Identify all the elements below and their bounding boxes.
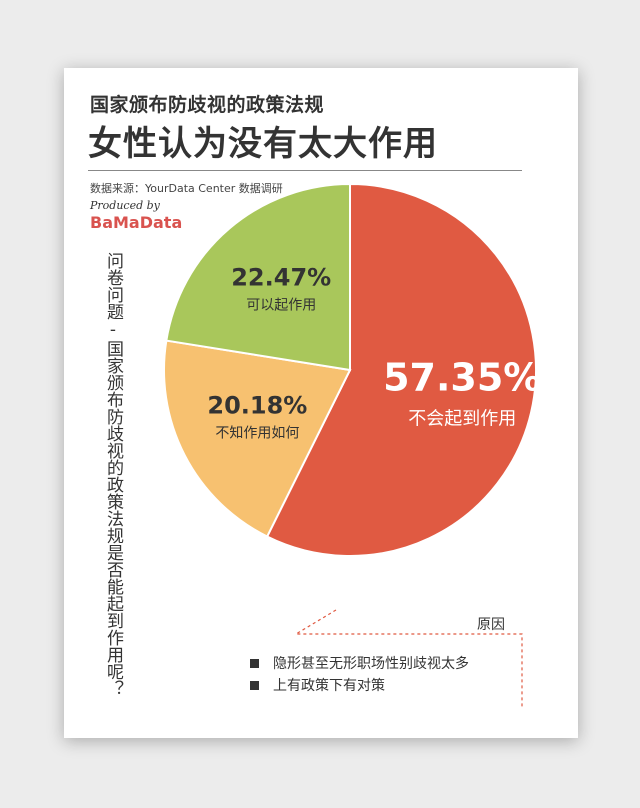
slice-category-label: 可以起作用 bbox=[246, 297, 316, 313]
reason-item: 上有政策下有对策 bbox=[250, 674, 469, 696]
pie-chart: 57.35% 不会起到作用 20.18% 不知作用如何 22.47% 可以起作用 bbox=[163, 182, 541, 708]
brand-logo: BaMaData bbox=[90, 213, 183, 232]
infographic-card: 国家颁布防歧视的政策法规 女性认为没有太大作用 数据来源：YourData Ce… bbox=[64, 68, 578, 738]
question-vertical: 问卷问题-国家颁布防歧视的政策法规是否能起到作用呢？ bbox=[103, 252, 123, 697]
pie-slice bbox=[265, 182, 537, 557]
slice-percent-label: 20.18% bbox=[207, 392, 307, 420]
title-line1: 国家颁布防歧视的政策法规 bbox=[90, 94, 325, 116]
slice-category-label: 不知作用如何 bbox=[215, 425, 299, 442]
data-source: 数据来源：YourData Center 数据调研 bbox=[90, 182, 283, 195]
title-line2: 女性认为没有太大作用 bbox=[88, 124, 438, 164]
bullet-icon bbox=[250, 658, 259, 668]
slice-percent-label: 22.47% bbox=[231, 263, 331, 291]
slice-category-label: 不会起到作用 bbox=[408, 408, 516, 429]
pie-slice bbox=[163, 339, 352, 538]
pie-slice bbox=[165, 182, 351, 372]
reason-item: 隐形甚至无形职场性别歧视太多 bbox=[250, 652, 469, 674]
title-divider bbox=[88, 170, 522, 171]
slice-percent-label: 57.35% bbox=[383, 355, 541, 399]
bullet-icon bbox=[250, 680, 259, 690]
produced-by: Produced by bbox=[90, 199, 160, 212]
reason-text: 隐形甚至无形职场性别歧视太多 bbox=[273, 656, 469, 672]
reason-text: 上有政策下有对策 bbox=[273, 678, 385, 694]
reasons-list: 隐形甚至无形职场性别歧视太多 上有政策下有对策 bbox=[250, 652, 469, 696]
reasons-title: 原因 bbox=[477, 617, 505, 633]
